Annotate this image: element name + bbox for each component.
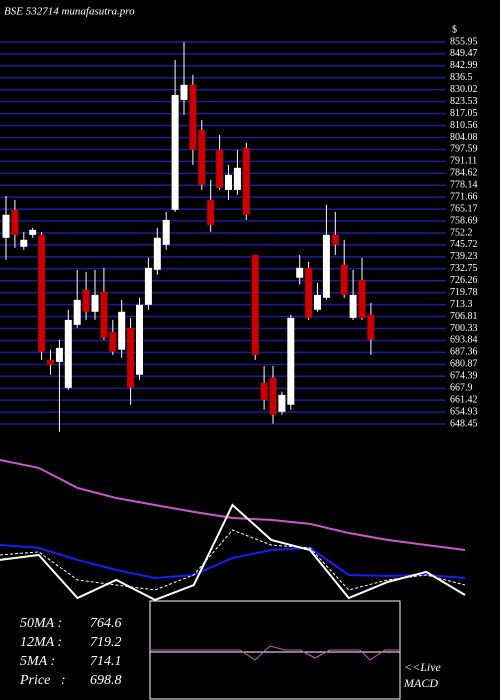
y-tick-label: 654.93: [450, 406, 478, 417]
candle-body: [82, 289, 90, 312]
candle-body: [20, 239, 28, 247]
candle-body: [162, 219, 170, 245]
y-tick-label: 765.17: [450, 203, 478, 214]
candle-body: [64, 319, 72, 388]
y-tick-label: 842.99: [450, 60, 478, 71]
candle-body: [314, 294, 321, 310]
candle-body: [207, 199, 215, 225]
candle-body: [331, 234, 339, 245]
y-tick-label: 797.59: [450, 144, 478, 155]
y-tick-label: 855.95: [450, 36, 478, 47]
y-tick-label: 700.33: [450, 323, 478, 334]
candle-body: [305, 267, 313, 318]
stat-value: 764.6: [90, 616, 122, 631]
candle-body: [269, 377, 277, 415]
candle-body: [340, 264, 348, 295]
indicator-line: [0, 503, 466, 602]
stat-value: 698.8: [90, 673, 122, 688]
candle-body: [73, 299, 81, 325]
indicator-line: [0, 529, 466, 591]
stat-label: 12MA :: [20, 635, 62, 650]
indicator-line: [0, 458, 466, 551]
candle-body: [180, 84, 188, 100]
candle-body: [216, 149, 224, 188]
y-tick-label: 667.9: [450, 382, 473, 393]
y-tick-label: 771.66: [450, 191, 478, 202]
stat-label: 5MA :: [20, 654, 55, 669]
stat-value: 714.1: [90, 654, 122, 669]
candle-body: [136, 304, 143, 375]
candle-body: [118, 311, 126, 350]
candle-body: [233, 167, 241, 190]
y-tick-label: 758.69: [450, 215, 478, 226]
y-tick-label: 810.56: [450, 120, 478, 131]
candle-body: [171, 94, 179, 210]
candle-body: [189, 84, 197, 150]
y-tick-label: 791.11: [450, 156, 477, 167]
candle-body: [2, 214, 10, 238]
currency: $: [452, 24, 457, 35]
candle-body: [38, 234, 46, 352]
y-tick-label: 674.39: [450, 371, 478, 382]
candle-body: [251, 254, 259, 355]
candle-body: [55, 347, 63, 362]
candle-body: [349, 294, 357, 318]
candle-body: [367, 314, 375, 340]
y-tick-label: 745.72: [450, 239, 478, 250]
candle-body: [287, 317, 295, 405]
y-tick-label: 732.75: [450, 263, 478, 274]
y-tick-label: 804.08: [450, 132, 478, 143]
candle-body: [127, 327, 135, 388]
y-tick-label: 687.36: [450, 347, 478, 358]
y-tick-label: 680.87: [450, 359, 478, 370]
y-tick-label: 713.3: [450, 299, 473, 310]
y-tick-label: 693.84: [450, 335, 478, 346]
candle-body: [242, 147, 250, 215]
y-tick-label: 817.05: [450, 108, 478, 119]
stat-value: 719.2: [90, 635, 122, 650]
candle-body: [29, 229, 37, 235]
candle-body: [100, 291, 108, 338]
stat-label: 50MA :: [20, 616, 62, 631]
candle-body: [11, 209, 19, 235]
y-tick-label: 849.47: [450, 48, 478, 59]
y-tick-label: 823.53: [450, 96, 478, 107]
y-tick-label: 739.23: [450, 251, 478, 262]
candle-body: [358, 279, 366, 318]
y-tick-label: 836.5: [450, 72, 473, 83]
title: BSE 532714 munafasutra.pro: [4, 6, 135, 18]
macd-signal: [150, 645, 400, 661]
candle-body: [198, 129, 206, 185]
y-tick-label: 726.26: [450, 275, 478, 286]
candle-body: [153, 237, 161, 270]
live-label: <<Live: [404, 660, 442, 674]
y-tick-label: 648.45: [450, 418, 478, 429]
candle-body: [144, 267, 152, 305]
candle-body: [109, 331, 117, 352]
candle-body: [47, 359, 54, 365]
y-tick-label: 661.42: [450, 394, 478, 405]
y-tick-label: 706.81: [450, 311, 478, 322]
y-tick-label: 784.62: [450, 168, 478, 179]
macd-label: MACD: [403, 676, 438, 690]
indicator-line: [0, 544, 466, 580]
y-tick-label: 830.02: [450, 84, 478, 95]
candle-body: [91, 294, 99, 312]
candle-body: [260, 382, 268, 400]
candle-body: [225, 174, 232, 190]
candle-body: [296, 267, 304, 278]
candle-body: [278, 394, 286, 412]
y-tick-label: 778.14: [450, 180, 478, 191]
y-tick-label: 752.2: [450, 227, 473, 238]
stat-label: Price :: [19, 673, 65, 688]
y-tick-label: 719.78: [450, 287, 478, 298]
candle-body: [322, 234, 330, 298]
